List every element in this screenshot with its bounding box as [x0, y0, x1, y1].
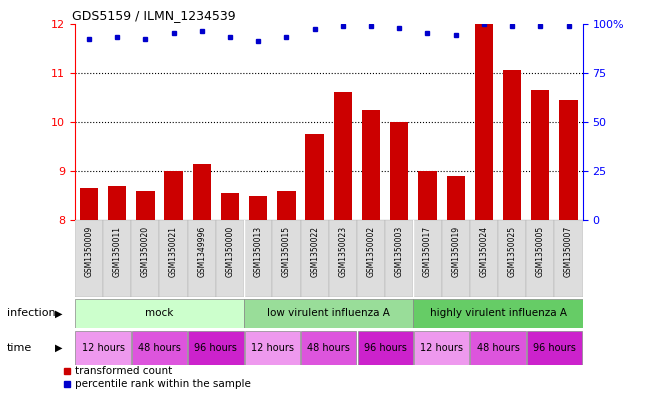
- Text: low virulent influenza A: low virulent influenza A: [268, 309, 390, 318]
- Text: GDS5159 / ILMN_1234539: GDS5159 / ILMN_1234539: [72, 9, 236, 22]
- Bar: [272, 220, 301, 297]
- Bar: [385, 220, 413, 297]
- Bar: [475, 24, 493, 220]
- Text: transformed count: transformed count: [75, 366, 172, 376]
- Bar: [244, 299, 413, 328]
- Text: highly virulent influenza A: highly virulent influenza A: [430, 309, 566, 318]
- Bar: [277, 191, 296, 220]
- Bar: [441, 220, 470, 297]
- Bar: [555, 220, 583, 297]
- Bar: [132, 331, 187, 365]
- Text: infection: infection: [7, 309, 55, 318]
- Bar: [75, 299, 244, 328]
- Text: 96 hours: 96 hours: [195, 343, 238, 353]
- Text: GSM1350009: GSM1350009: [85, 226, 94, 277]
- Bar: [526, 220, 555, 297]
- Bar: [527, 331, 582, 365]
- Text: GSM1350002: GSM1350002: [367, 226, 376, 277]
- Bar: [531, 90, 549, 220]
- Text: GSM1350000: GSM1350000: [225, 226, 234, 277]
- Text: GSM1350024: GSM1350024: [479, 226, 488, 277]
- Text: time: time: [7, 343, 32, 353]
- Bar: [221, 193, 239, 220]
- Bar: [244, 220, 272, 297]
- Text: GSM1350022: GSM1350022: [310, 226, 319, 277]
- Text: GSM1350019: GSM1350019: [451, 226, 460, 277]
- Text: GSM1350021: GSM1350021: [169, 226, 178, 277]
- Bar: [334, 92, 352, 220]
- Text: GSM1350017: GSM1350017: [423, 226, 432, 277]
- Text: mock: mock: [145, 309, 174, 318]
- Bar: [103, 220, 132, 297]
- Bar: [471, 331, 525, 365]
- Text: percentile rank within the sample: percentile rank within the sample: [75, 379, 251, 389]
- Bar: [470, 220, 498, 297]
- Bar: [193, 163, 211, 220]
- Bar: [329, 220, 357, 297]
- Bar: [559, 100, 577, 220]
- Text: 12 hours: 12 hours: [81, 343, 124, 353]
- Bar: [159, 220, 187, 297]
- Text: GSM1350011: GSM1350011: [113, 226, 122, 277]
- Bar: [301, 220, 329, 297]
- Text: GSM1350020: GSM1350020: [141, 226, 150, 277]
- Text: GSM1350007: GSM1350007: [564, 226, 573, 277]
- Text: ▶: ▶: [55, 343, 62, 353]
- Bar: [216, 220, 244, 297]
- Text: GSM1349996: GSM1349996: [197, 226, 206, 277]
- Text: 12 hours: 12 hours: [251, 343, 294, 353]
- Bar: [165, 171, 183, 220]
- Text: GSM1350023: GSM1350023: [339, 226, 348, 277]
- Bar: [80, 188, 98, 220]
- Text: 96 hours: 96 hours: [364, 343, 407, 353]
- Bar: [498, 220, 526, 297]
- Bar: [76, 331, 131, 365]
- Text: 48 hours: 48 hours: [138, 343, 181, 353]
- Bar: [390, 122, 408, 220]
- Bar: [108, 186, 126, 220]
- Bar: [188, 331, 243, 365]
- Bar: [357, 220, 385, 297]
- Bar: [357, 331, 413, 365]
- Bar: [419, 171, 437, 220]
- Bar: [301, 331, 356, 365]
- Bar: [447, 176, 465, 220]
- Text: ▶: ▶: [55, 309, 62, 318]
- Text: GSM1350005: GSM1350005: [536, 226, 545, 277]
- Text: GSM1350015: GSM1350015: [282, 226, 291, 277]
- Text: GSM1350013: GSM1350013: [254, 226, 263, 277]
- Bar: [362, 110, 380, 220]
- Bar: [414, 331, 469, 365]
- Text: 48 hours: 48 hours: [307, 343, 350, 353]
- Bar: [413, 220, 441, 297]
- Bar: [136, 191, 154, 220]
- Bar: [187, 220, 216, 297]
- Bar: [305, 134, 324, 220]
- Text: 96 hours: 96 hours: [533, 343, 576, 353]
- Bar: [249, 195, 268, 220]
- Text: GSM1350003: GSM1350003: [395, 226, 404, 277]
- Bar: [75, 220, 103, 297]
- Bar: [245, 331, 300, 365]
- Bar: [132, 220, 159, 297]
- Text: GSM1350025: GSM1350025: [508, 226, 517, 277]
- Text: 48 hours: 48 hours: [477, 343, 519, 353]
- Bar: [503, 70, 521, 220]
- Text: 12 hours: 12 hours: [420, 343, 463, 353]
- Bar: [413, 299, 583, 328]
